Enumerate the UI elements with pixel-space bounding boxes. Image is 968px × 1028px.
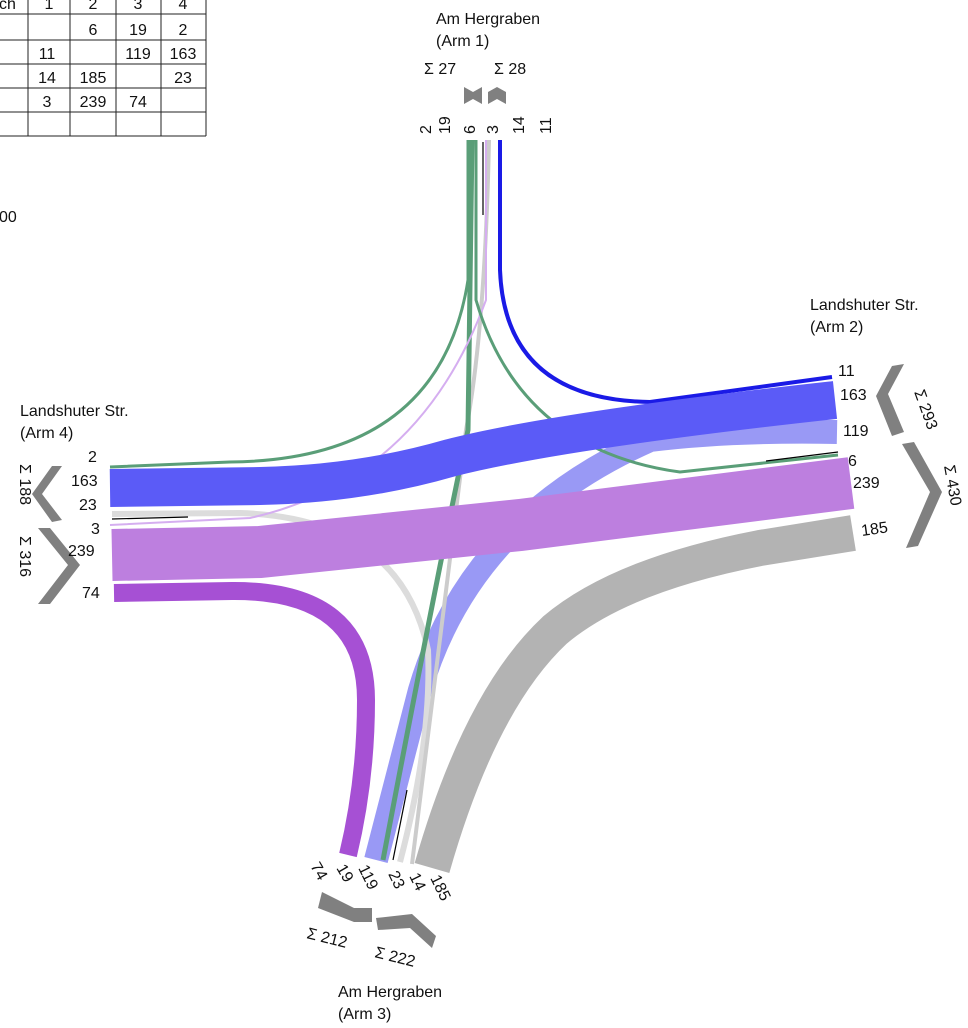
matrix-col-header: 1 bbox=[45, 0, 54, 13]
arm4-name: Landshuter Str. bbox=[20, 403, 129, 420]
arm1-sum-out: Σ 27 bbox=[424, 61, 456, 78]
arm4-flow-value: 3 bbox=[91, 521, 100, 538]
arm4-flow-value: 2 bbox=[88, 449, 97, 466]
matrix-cell: 185 bbox=[80, 70, 107, 87]
flow-marker-line bbox=[392, 789, 408, 861]
matrix-cell: 239 bbox=[80, 94, 107, 111]
arm2-in-arrow bbox=[876, 364, 904, 436]
arm4-flow-value: 23 bbox=[79, 497, 97, 514]
arm3-flow-value: 74 bbox=[307, 860, 331, 884]
arm4-flow-value: 163 bbox=[71, 473, 98, 490]
turning-matrix: ch 1 2 3 4 6 19 2 11 119 163 14 185 23 3… bbox=[0, 0, 207, 137]
arm2-flow-value: 6 bbox=[848, 453, 857, 470]
flow-marker-line bbox=[111, 516, 189, 520]
arm3-sum-in: Σ 212 bbox=[305, 925, 349, 951]
clipped-legend-value: 00 bbox=[0, 209, 17, 226]
flow-arm3-to-arm2 bbox=[364, 419, 838, 864]
matrix-col-header: 2 bbox=[89, 0, 98, 13]
arm4-in-arrow bbox=[32, 466, 62, 522]
arm2-sum-out: Σ 430 bbox=[940, 464, 964, 507]
arm4-arm-label: (Arm 4) bbox=[20, 425, 73, 442]
arm1-flow-value: 19 bbox=[437, 116, 454, 134]
flow-arm1-to-arm2-direct bbox=[498, 140, 833, 405]
flow-arm4-to-arm2 bbox=[109, 381, 838, 507]
matrix-cell: 6 bbox=[89, 22, 98, 39]
arm2-flow-value: 239 bbox=[853, 475, 880, 492]
matrix-cell: 11 bbox=[39, 46, 56, 63]
arm1-sum-in: Σ 28 bbox=[494, 61, 526, 78]
arm1-arm-label: (Arm 1) bbox=[436, 33, 489, 50]
arm1-flow-value: 2 bbox=[418, 125, 435, 134]
matrix-cell: 2 bbox=[179, 22, 188, 39]
arm1-in-arrow bbox=[488, 87, 506, 104]
arm3-sum-out: Σ 222 bbox=[373, 944, 417, 970]
arm4-flow-value: 74 bbox=[82, 585, 100, 602]
arm3-flow-value: 14 bbox=[405, 870, 428, 894]
direction-arrows bbox=[32, 87, 942, 948]
arm1-flow-value: 6 bbox=[462, 125, 479, 134]
arm2-out-arrow bbox=[902, 442, 942, 548]
arm2-sum-in: Σ 293 bbox=[910, 388, 940, 432]
flow-arm2-to-arm1 bbox=[109, 140, 487, 526]
arm4-out-arrow bbox=[38, 528, 80, 604]
matrix-corner: ch bbox=[0, 0, 16, 13]
arm4-sum-in: Σ 188 bbox=[16, 464, 33, 505]
matrix-cell: 119 bbox=[125, 46, 151, 63]
arm1-labels: Am Hergraben (Arm 1) Σ 27 Σ 28 2 19 6 3 … bbox=[418, 11, 555, 134]
arm4-sum-out: Σ 316 bbox=[16, 536, 33, 577]
matrix-cell: 3 bbox=[43, 94, 52, 111]
matrix-cell: 19 bbox=[129, 22, 147, 39]
arm2-flow-value: 11 bbox=[838, 363, 855, 380]
flow-arm1-to-arm2 bbox=[474, 140, 839, 474]
flow-arm2-to-arm3 bbox=[414, 515, 856, 873]
arm1-flow-value: 14 bbox=[511, 116, 528, 134]
arm1-out-arrow bbox=[464, 87, 482, 104]
flow-arm4-to-arm3 bbox=[113, 581, 376, 858]
matrix-col-header: 3 bbox=[134, 0, 143, 13]
matrix-col-header: 4 bbox=[179, 0, 188, 13]
flow-arm1-to-arm4 bbox=[109, 140, 470, 469]
arm2-arm-label: (Arm 2) bbox=[810, 319, 863, 336]
flow-marker-line bbox=[765, 451, 839, 462]
arm3-name: Am Hergraben bbox=[338, 984, 442, 1001]
arm3-flow-value: 185 bbox=[426, 872, 453, 904]
flow-bands bbox=[109, 139, 856, 873]
matrix-cell: 163 bbox=[170, 46, 197, 63]
arm2-flow-value: 119 bbox=[843, 423, 869, 440]
arm1-flow-value: 3 bbox=[485, 125, 502, 134]
flow-arm2-to-arm4 bbox=[111, 457, 855, 581]
arm3-out-arrow bbox=[376, 914, 436, 948]
arm4-flow-value: 239 bbox=[68, 543, 95, 560]
arm3-flow-value: 119 bbox=[354, 862, 381, 892]
arm3-in-arrow bbox=[318, 892, 372, 922]
arm2-flow-value: 163 bbox=[840, 387, 867, 404]
arm1-name: Am Hergraben bbox=[436, 11, 540, 28]
matrix-cell: 23 bbox=[174, 70, 192, 87]
arm3-arm-label: (Arm 3) bbox=[338, 1006, 391, 1023]
arm2-name: Landshuter Str. bbox=[810, 297, 919, 314]
arm1-flow-value: 11 bbox=[538, 117, 555, 134]
matrix-cell: 74 bbox=[129, 94, 147, 111]
arm3-flow-value: 19 bbox=[333, 862, 357, 886]
arm2-flow-value: 185 bbox=[860, 519, 889, 540]
arm3-flow-value: 23 bbox=[384, 868, 407, 892]
arm4-labels: Landshuter Str. (Arm 4) Σ 188 Σ 316 2 16… bbox=[16, 403, 129, 602]
matrix-cell: 14 bbox=[38, 70, 56, 87]
